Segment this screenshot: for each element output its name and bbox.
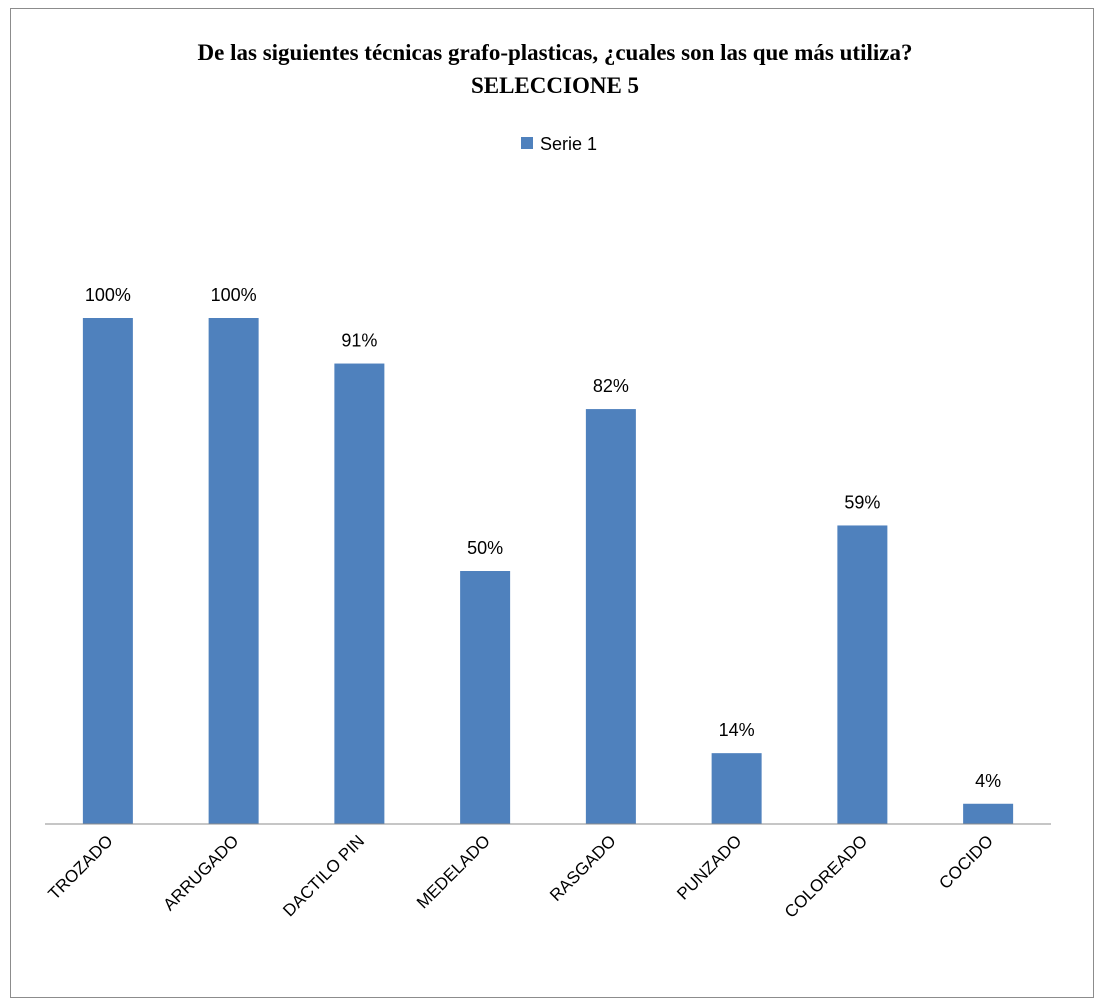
x-tick-label: TROZADO bbox=[45, 831, 117, 903]
bar bbox=[837, 525, 888, 824]
bar bbox=[963, 803, 1014, 824]
x-tick-label: ARRUGADO bbox=[160, 831, 243, 914]
data-label: 4% bbox=[975, 771, 1001, 791]
bar bbox=[208, 318, 259, 824]
x-tick-label: COLOREADO bbox=[781, 831, 871, 921]
data-label: 82% bbox=[593, 376, 629, 396]
bar bbox=[82, 318, 133, 824]
bar bbox=[711, 753, 762, 824]
bar bbox=[460, 571, 511, 824]
x-tick-label: MEDELADO bbox=[413, 831, 494, 912]
data-label: 59% bbox=[844, 492, 880, 512]
x-tick-label: RASGADO bbox=[546, 831, 620, 905]
x-tick-label: DACTILO PIN bbox=[279, 831, 368, 920]
data-label: 100% bbox=[85, 285, 131, 305]
data-label: 91% bbox=[341, 331, 377, 351]
bar bbox=[334, 363, 385, 824]
x-tick-label: PUNZADO bbox=[673, 831, 745, 903]
data-label: 50% bbox=[467, 538, 503, 558]
data-label: 100% bbox=[211, 285, 257, 305]
bar bbox=[585, 409, 636, 824]
legend-label: Serie 1 bbox=[540, 134, 597, 154]
chart-title: De las siguientes técnicas grafo-plastic… bbox=[197, 40, 913, 98]
data-label: 14% bbox=[719, 720, 755, 740]
x-tick-label: COCIDO bbox=[935, 831, 997, 893]
legend-swatch bbox=[521, 137, 533, 149]
